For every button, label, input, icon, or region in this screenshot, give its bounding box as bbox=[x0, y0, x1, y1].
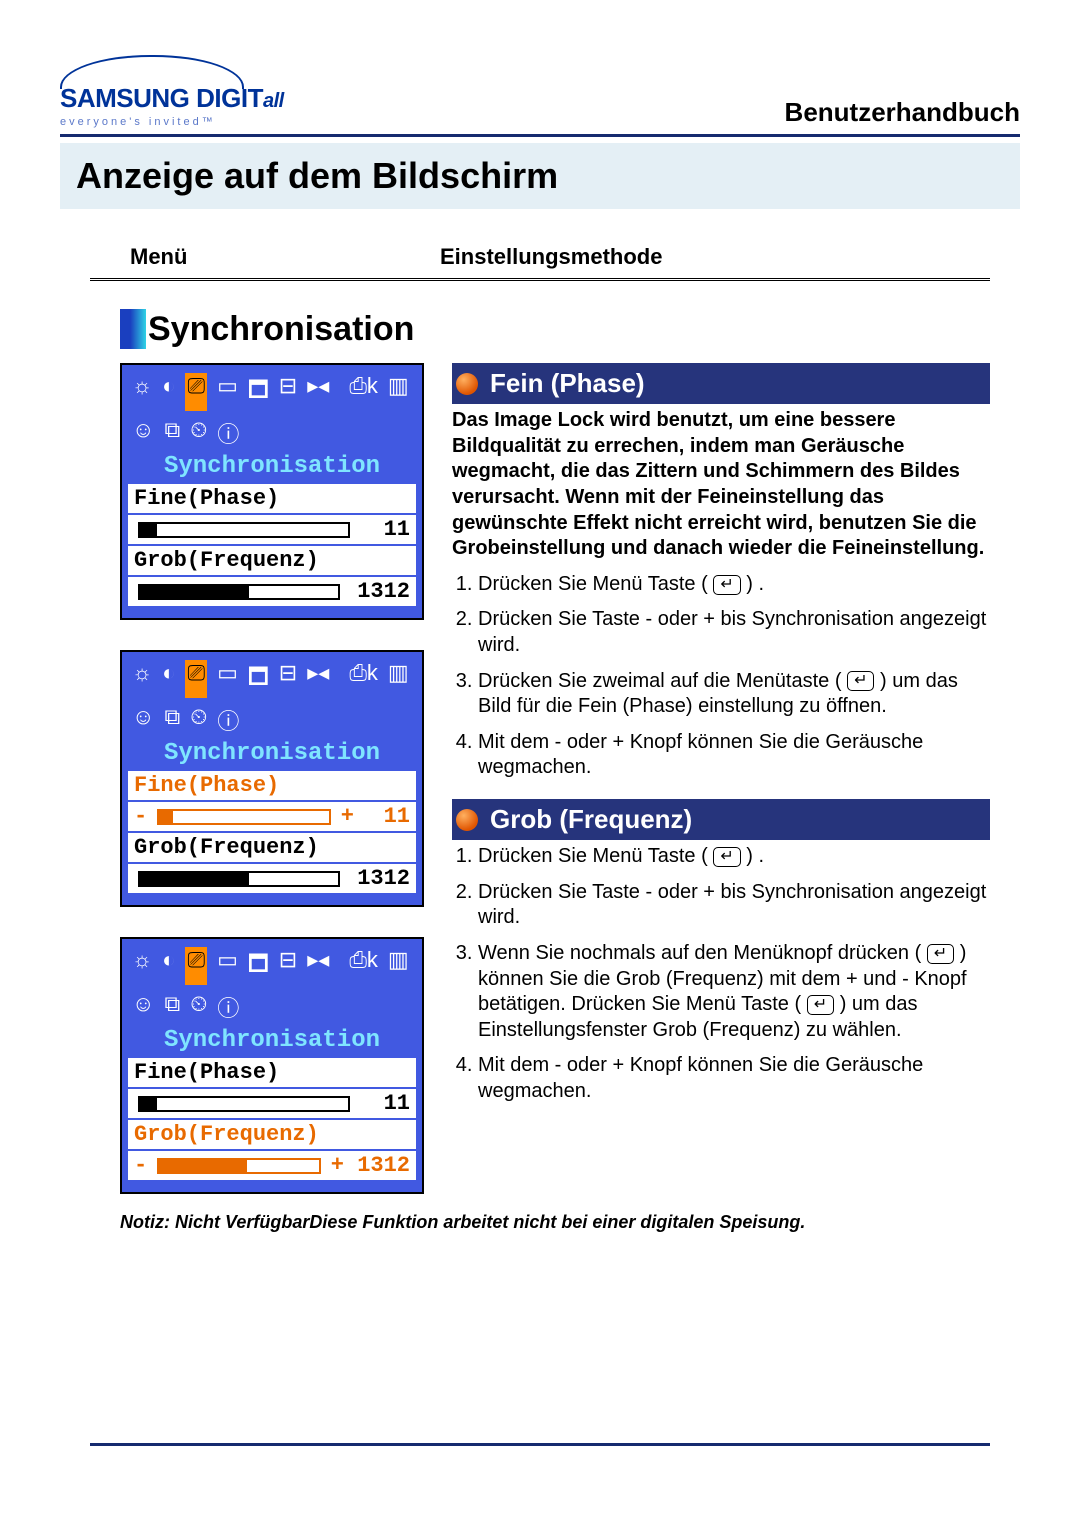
list-item: Drücken Sie Taste - oder + bis Synchroni… bbox=[478, 880, 990, 931]
osd-icon: ⧉ bbox=[164, 991, 180, 1023]
osd-icon: ⎙k bbox=[349, 373, 378, 411]
osd-icon: ⏲ bbox=[190, 991, 207, 1023]
list-item: Drücken Sie Taste - oder + bis Synchroni… bbox=[478, 607, 990, 658]
osd-coarse-value-row: 1312 bbox=[128, 864, 416, 893]
label-method: Einstellungsmethode bbox=[440, 244, 662, 270]
labels-divider bbox=[90, 278, 990, 281]
osd-icon: ▭ bbox=[217, 373, 238, 411]
osd-icon: ◐ bbox=[162, 947, 175, 985]
osd-icon: 🗖 bbox=[248, 660, 269, 698]
brand-main: SAMSUNG DIGIT bbox=[60, 83, 263, 113]
grob-steps: Drücken Sie Menü Taste ( ↵ ) . Drücken S… bbox=[452, 844, 990, 1104]
osd-icon: ▸◂ bbox=[307, 947, 329, 985]
list-item: Drücken Sie Menü Taste ( ↵ ) . bbox=[478, 572, 990, 598]
footnote: Notiz: Nicht VerfügbarDiese Funktion arb… bbox=[120, 1212, 990, 1233]
osd-icon: ⎚ bbox=[185, 660, 207, 698]
osd-icon: ⓘ bbox=[217, 704, 239, 736]
grob-heading: Grob (Frequenz) bbox=[490, 803, 692, 836]
osd-panel: ☼ ◐ ⎚ ▭ 🗖 ⊟ ▸◂ ⎙k ▥ ☺ ⧉ ⏲ ⓘ Synchronisation Fine(Phase… bbox=[120, 937, 424, 1194]
enter-key-icon: ↵ bbox=[713, 847, 740, 867]
brand-block: SAMSUNG DIGITall everyone's invited™ bbox=[60, 55, 284, 128]
osd-icon: ▸◂ bbox=[307, 373, 329, 411]
header-divider bbox=[60, 134, 1020, 137]
osd-icon: ⎙k bbox=[349, 947, 378, 985]
brand-tagline: everyone's invited™ bbox=[60, 116, 284, 128]
osd-icon: ▥ bbox=[388, 373, 409, 411]
bullet-icon bbox=[456, 373, 478, 395]
fein-heading-bar: Fein (Phase) bbox=[452, 363, 990, 404]
grob-heading-bar: Grob (Frequenz) bbox=[452, 799, 990, 840]
manual-label: Benutzerhandbuch bbox=[785, 97, 1020, 128]
osd-icon: ⎚ bbox=[185, 947, 207, 985]
osd-icon: ▸◂ bbox=[307, 660, 329, 698]
list-item: Drücken Sie Menü Taste ( ↵ ) . bbox=[478, 844, 990, 870]
osd-icon: ⊟ bbox=[279, 947, 297, 985]
osd-icon: ☼ bbox=[132, 660, 152, 698]
osd-icon: ⧉ bbox=[164, 417, 180, 449]
section-title: Synchronisation bbox=[148, 310, 414, 349]
osd-panel: ☼ ◐ ⎚ ▭ 🗖 ⊟ ▸◂ ⎙k ▥ ☺ ⧉ ⏲ ⓘ Synchronisation Fine(Phase… bbox=[120, 650, 424, 907]
osd-fine-value-row: 11 bbox=[128, 515, 416, 544]
section-accent-icon bbox=[120, 309, 146, 349]
osd-screenshots: ☼ ◐ ⎚ ▭ 🗖 ⊟ ▸◂ ⎙k ▥ ☺ ⧉ ⏲ ⓘ Synchronisation Fine(Phase… bbox=[120, 363, 424, 1194]
list-item: Wenn Sie nochmals auf den Menüknopf drüc… bbox=[478, 941, 990, 1043]
osd-fine-label: Fine(Phase) bbox=[128, 484, 416, 513]
osd-icon: ◐ bbox=[162, 660, 175, 698]
list-item: Mit dem - oder + Knopf können Sie die Ge… bbox=[478, 730, 990, 781]
osd-fine-value-row: 11 bbox=[128, 1089, 416, 1118]
enter-key-icon: ↵ bbox=[713, 575, 740, 595]
osd-icon: ⊟ bbox=[279, 373, 297, 411]
osd-title: Synchronisation bbox=[122, 453, 422, 480]
osd-icon: ▭ bbox=[217, 660, 238, 698]
osd-icon: ☼ bbox=[132, 373, 152, 411]
osd-fine-value-row: -+11 bbox=[128, 802, 416, 831]
list-item: Drücken Sie zweimal auf die Menütaste ( … bbox=[478, 669, 990, 720]
osd-coarse-value-row: -+1312 bbox=[128, 1151, 416, 1180]
brand-ital: all bbox=[263, 90, 284, 112]
osd-icon: ⧉ bbox=[164, 704, 180, 736]
osd-coarse-label: Grob(Frequenz) bbox=[128, 1120, 416, 1149]
fein-steps: Drücken Sie Menü Taste ( ↵ ) . Drücken S… bbox=[452, 572, 990, 781]
osd-icon: ⓘ bbox=[217, 991, 239, 1023]
osd-coarse-label: Grob(Frequenz) bbox=[128, 833, 416, 862]
osd-panel: ☼ ◐ ⎚ ▭ 🗖 ⊟ ▸◂ ⎙k ▥ ☺ ⧉ ⏲ ⓘ Synchronisation Fine(Phase… bbox=[120, 363, 424, 620]
label-menu: Menü bbox=[130, 244, 440, 270]
osd-icon: ⏲ bbox=[190, 704, 207, 736]
osd-icon: ☺ bbox=[132, 704, 154, 736]
osd-icon: ⓘ bbox=[217, 417, 239, 449]
osd-title: Synchronisation bbox=[122, 1027, 422, 1054]
fein-heading: Fein (Phase) bbox=[490, 367, 645, 400]
fein-intro: Das Image Lock wird benutzt, um eine bes… bbox=[452, 408, 990, 562]
osd-icon: ☺ bbox=[132, 991, 154, 1023]
osd-coarse-label: Grob(Frequenz) bbox=[128, 546, 416, 575]
enter-key-icon: ↵ bbox=[847, 671, 874, 691]
osd-icon: ▭ bbox=[217, 947, 238, 985]
osd-icon: ☺ bbox=[132, 417, 154, 449]
osd-coarse-value-row: 1312 bbox=[128, 577, 416, 606]
page-title-bar: Anzeige auf dem Bildschirm bbox=[60, 143, 1020, 209]
osd-icon: ☼ bbox=[132, 947, 152, 985]
osd-fine-label: Fine(Phase) bbox=[128, 1058, 416, 1087]
enter-key-icon: ↵ bbox=[927, 944, 954, 964]
osd-icon: ⏲ bbox=[190, 417, 207, 449]
osd-title: Synchronisation bbox=[122, 740, 422, 767]
osd-icon: ⎙k bbox=[349, 660, 378, 698]
bullet-icon bbox=[456, 809, 478, 831]
osd-icon: 🗖 bbox=[248, 947, 269, 985]
footer-divider bbox=[90, 1443, 990, 1446]
osd-icon: ⊟ bbox=[279, 660, 297, 698]
osd-icon: ◐ bbox=[162, 373, 175, 411]
osd-icon: 🗖 bbox=[248, 373, 269, 411]
osd-icon: ⎚ bbox=[185, 373, 207, 411]
osd-icon: ▥ bbox=[388, 660, 409, 698]
list-item: Mit dem - oder + Knopf können Sie die Ge… bbox=[478, 1053, 990, 1104]
enter-key-icon: ↵ bbox=[807, 995, 834, 1015]
osd-icon: ▥ bbox=[388, 947, 409, 985]
osd-fine-label: Fine(Phase) bbox=[128, 771, 416, 800]
page-title: Anzeige auf dem Bildschirm bbox=[76, 155, 1004, 197]
